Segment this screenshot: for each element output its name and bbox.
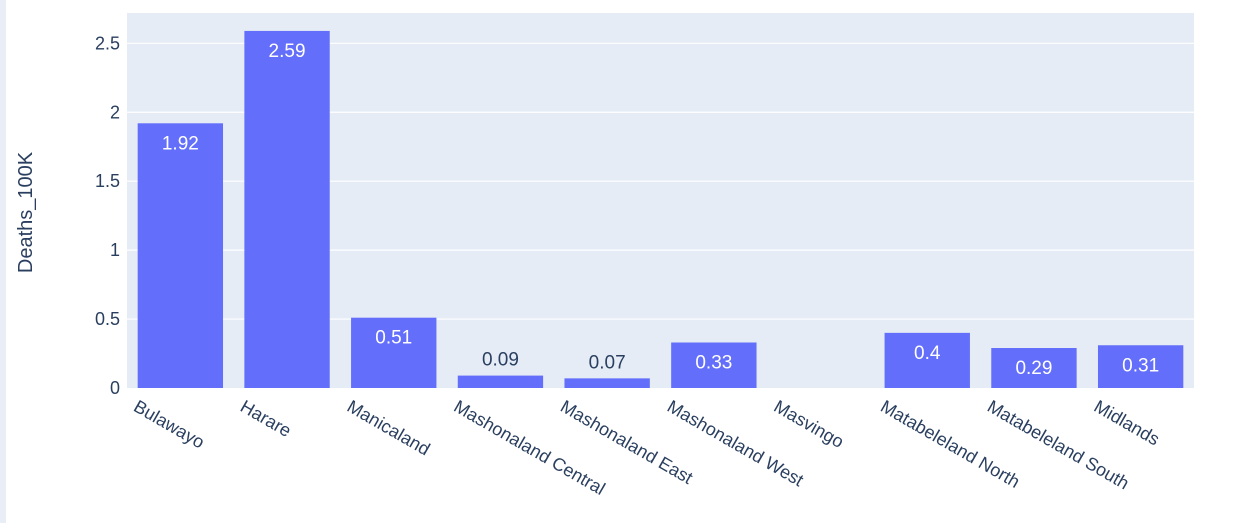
x-tick-label: Bulawayo (130, 396, 208, 452)
bar (991, 348, 1077, 388)
x-axis-ticks: Bulawayo Harare Manicaland Mashonaland Cent… (130, 396, 1163, 499)
bar-value-label: 0.09 (482, 350, 519, 371)
bar-value-label: 0.51 (375, 328, 412, 349)
bar-value-label: 0.31 (1122, 355, 1159, 376)
bar-value-label: 0.29 (1015, 358, 1052, 379)
bar (564, 378, 650, 388)
x-tick-label: Harare (237, 396, 295, 441)
bar-value-label: 0.4 (914, 343, 941, 364)
bar (1097, 345, 1184, 388)
bar-value-label: 2.59 (269, 41, 306, 62)
x-tick-label: Manicaland (344, 396, 434, 459)
bar (884, 332, 970, 388)
bar (671, 342, 757, 388)
bar-value-label: 1.92 (162, 133, 199, 154)
y-tick-label: 2.5 (95, 33, 120, 53)
y-tick-label: 1.5 (95, 171, 120, 191)
y-tick-label: 0.5 (95, 309, 120, 329)
bar (137, 123, 224, 388)
bar-value-label: 0.33 (695, 353, 732, 374)
y-tick-label: 0 (110, 378, 120, 398)
y-axis-ticks: 0 0.5 1 1.5 2 2.5 (95, 33, 120, 398)
bar-value-labels: 1.92 2.59 0.51 0.09 0.07 0.33 0.4 0.29 0.31 (162, 41, 1159, 379)
x-tick-label: Midlands (1091, 396, 1163, 449)
bar (244, 30, 330, 389)
y-tick-label: 1 (110, 240, 120, 260)
bar (457, 375, 544, 388)
bar (351, 317, 437, 388)
bar-value-label: 0.07 (589, 352, 626, 373)
y-axis-title: Deaths_100K (15, 151, 37, 273)
y-tick-label: 2 (110, 102, 120, 122)
x-tick-label: Masvingo (771, 396, 848, 452)
left-edge-strip (0, 0, 6, 523)
bars (137, 30, 1184, 389)
